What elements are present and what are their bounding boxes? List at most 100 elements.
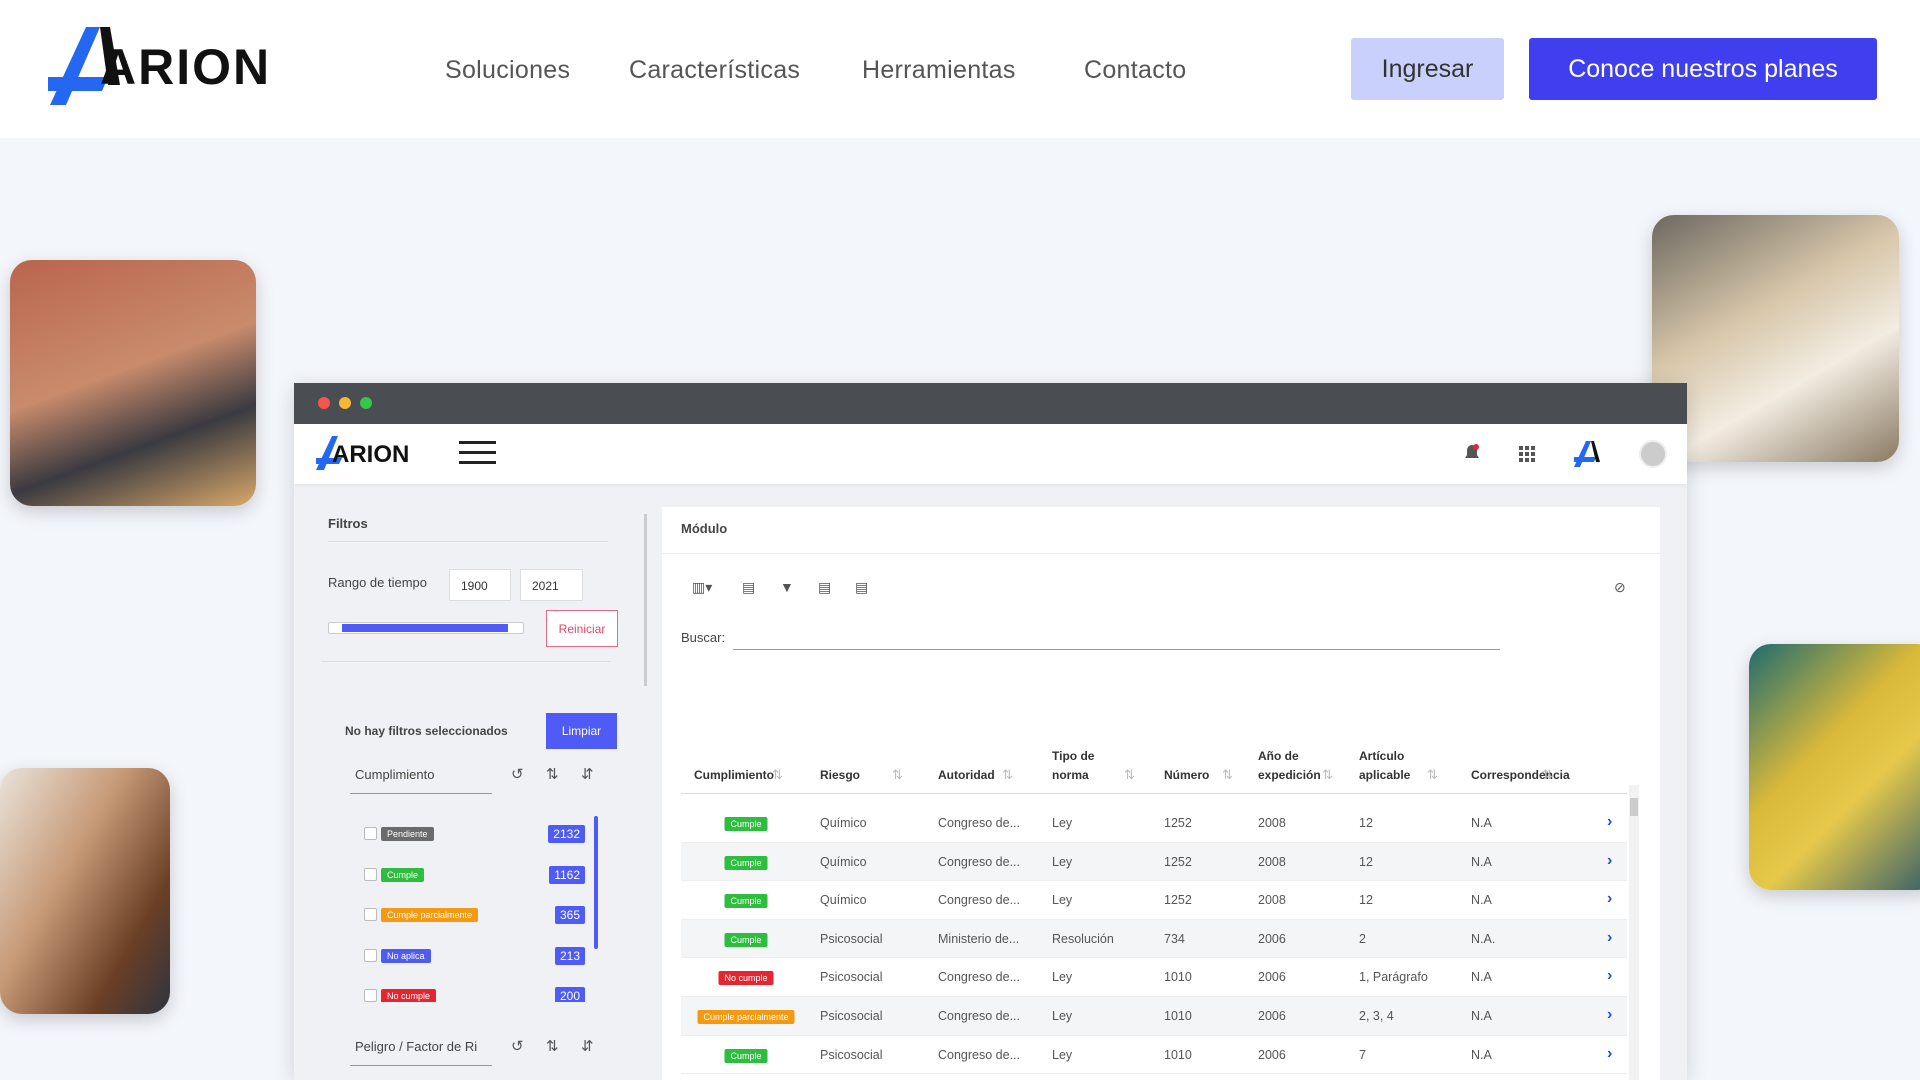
column-header[interactable]: Número xyxy=(1164,768,1210,782)
slider-range xyxy=(342,624,508,632)
table-row xyxy=(681,997,1627,1036)
group-action-icon[interactable]: ⇵ xyxy=(581,766,594,783)
table-cell: Ministerio de... xyxy=(938,931,1020,946)
sort-icon[interactable]: ⇅ xyxy=(1124,767,1135,782)
divider xyxy=(328,541,608,542)
sort-icon[interactable]: ⇅ xyxy=(772,767,783,782)
table-cell: 2008 xyxy=(1258,893,1286,908)
row-open-arrow[interactable]: › xyxy=(1607,851,1613,869)
toolbar-icon[interactable]: ▤ xyxy=(818,579,832,595)
status-badge: Cumple xyxy=(724,894,768,909)
checkbox[interactable] xyxy=(364,989,377,1002)
table-cell: 734 xyxy=(1164,931,1185,946)
status-badge: Cumple xyxy=(724,1048,768,1063)
sort-icon[interactable]: ⇅ xyxy=(1427,767,1438,782)
checkbox[interactable] xyxy=(364,948,377,962)
sort-icon[interactable]: ⇅ xyxy=(1222,767,1233,782)
toolbar-icon[interactable]: ▥▾ xyxy=(692,579,713,595)
brand-icon[interactable] xyxy=(1574,441,1600,467)
row-open-arrow[interactable]: › xyxy=(1607,928,1613,946)
group-action-icon[interactable]: ↺ xyxy=(511,1038,524,1055)
table-scrollbar xyxy=(1629,785,1639,1080)
reset-button[interactable]: Reiniciar xyxy=(546,610,618,647)
group-action-icon[interactable]: ⇅ xyxy=(546,766,559,783)
plans-button[interactable]: Conoce nuestros planes xyxy=(1529,38,1877,100)
table-cell: 2006 xyxy=(1258,931,1286,946)
table-cell: N.A xyxy=(1471,816,1492,830)
nav-link[interactable]: Herramientas xyxy=(862,56,1016,84)
avatar[interactable] xyxy=(1639,440,1667,468)
table-cell: 7 xyxy=(1359,1047,1366,1062)
filters-panel: Filtros Rango de tiempo 1900 2021 Reiniciar N… xyxy=(294,383,654,1080)
filter-list: Pendiente 2132 Cumple 1162 Cumple parcialmen… xyxy=(294,814,654,1002)
no-filters-text: No hay filtros seleccionados xyxy=(345,724,508,738)
table-cell: 1252 xyxy=(1164,854,1192,869)
table-row xyxy=(681,804,1627,843)
column-header[interactable]: Autoridad xyxy=(938,768,995,782)
sort-icon[interactable]: ⇅ xyxy=(892,767,903,782)
site-header: ARION Ingresar Conoce nuestros planes xyxy=(0,0,1920,138)
photo-phone xyxy=(1652,215,1899,462)
row-open-arrow[interactable]: › xyxy=(1607,890,1613,908)
group-underline xyxy=(350,1065,492,1066)
status-badge: No aplica xyxy=(381,948,431,963)
table-cell: Ley xyxy=(1052,1009,1073,1023)
range-end-input[interactable]: 2021 xyxy=(520,569,583,601)
table-cell: 1, Parágrafo xyxy=(1359,970,1428,985)
table-cell: Congreso de... xyxy=(938,854,1020,869)
table-cell: Químico xyxy=(820,893,867,908)
table-cell: Ley xyxy=(1052,893,1073,908)
menu-button[interactable] xyxy=(459,441,496,466)
checkbox[interactable] xyxy=(364,908,377,921)
checkbox[interactable] xyxy=(364,827,377,840)
group-action-icon[interactable]: ⇵ xyxy=(581,1038,594,1055)
table-cell: Congreso de... xyxy=(938,1009,1020,1023)
column-header[interactable]: Riesgo xyxy=(820,768,861,782)
search-input[interactable] xyxy=(733,649,1500,650)
group-title: Cumplimiento xyxy=(355,767,435,782)
toolbar-icon[interactable]: ▤ xyxy=(742,579,756,595)
sort-icon[interactable]: ⇅ xyxy=(1322,767,1333,782)
table-cell: 12 xyxy=(1359,893,1373,908)
row-open-arrow[interactable]: › xyxy=(1607,1006,1613,1023)
table-cell: Ley xyxy=(1052,816,1073,830)
group-underline xyxy=(350,793,492,794)
range-start-input[interactable]: 1900 xyxy=(449,569,511,601)
table-cell: Psicosocial xyxy=(820,1009,883,1023)
nav-link[interactable]: Características xyxy=(629,56,801,84)
column-header[interactable]: Correspondencia xyxy=(1471,768,1570,782)
table-cell: N.A xyxy=(1471,893,1492,908)
row-open-arrow[interactable]: › xyxy=(1607,813,1613,830)
sort-icon[interactable]: ⇅ xyxy=(1002,767,1013,782)
count-badge: 200 xyxy=(554,987,585,1002)
nav-link[interactable]: Contacto xyxy=(1084,56,1187,84)
table-cell: 2006 xyxy=(1258,1009,1286,1023)
row-open-arrow[interactable]: › xyxy=(1607,1044,1613,1062)
toolbar-icon[interactable]: ▤ xyxy=(855,579,869,595)
hide-columns-icon[interactable]: ⊘ xyxy=(1614,579,1626,595)
login-button[interactable]: Ingresar xyxy=(1351,38,1504,100)
row-open-arrow[interactable]: › xyxy=(1607,967,1613,985)
clear-button[interactable]: Limpiar xyxy=(546,713,617,749)
toolbar-icon[interactable]: ▼ xyxy=(780,579,794,595)
table-cell: 12 xyxy=(1359,854,1373,869)
divider xyxy=(662,553,1660,554)
status-badge: Cumple xyxy=(724,817,768,831)
table-cell: 2008 xyxy=(1258,816,1286,830)
nav-link[interactable]: Soluciones xyxy=(445,56,571,84)
column-header[interactable]: Tipo de norma xyxy=(1052,749,1095,782)
table-cell: Ley xyxy=(1052,970,1073,985)
column-header[interactable]: Artículo aplicable xyxy=(1359,749,1411,782)
checkbox[interactable] xyxy=(364,867,377,881)
apps-icon[interactable] xyxy=(1519,446,1535,462)
table-cell: 12 xyxy=(1359,816,1373,830)
sort-icon[interactable]: ⇅ xyxy=(1542,767,1553,782)
group-action-icon[interactable]: ↺ xyxy=(511,766,524,783)
column-header[interactable]: Cumplimiento xyxy=(694,768,774,782)
group-action-icon[interactable]: ⇅ xyxy=(546,1038,559,1055)
table-cell: 2006 xyxy=(1258,1047,1286,1062)
column-header[interactable]: Año de expedición xyxy=(1258,749,1321,782)
bell-icon[interactable] xyxy=(1464,444,1480,462)
